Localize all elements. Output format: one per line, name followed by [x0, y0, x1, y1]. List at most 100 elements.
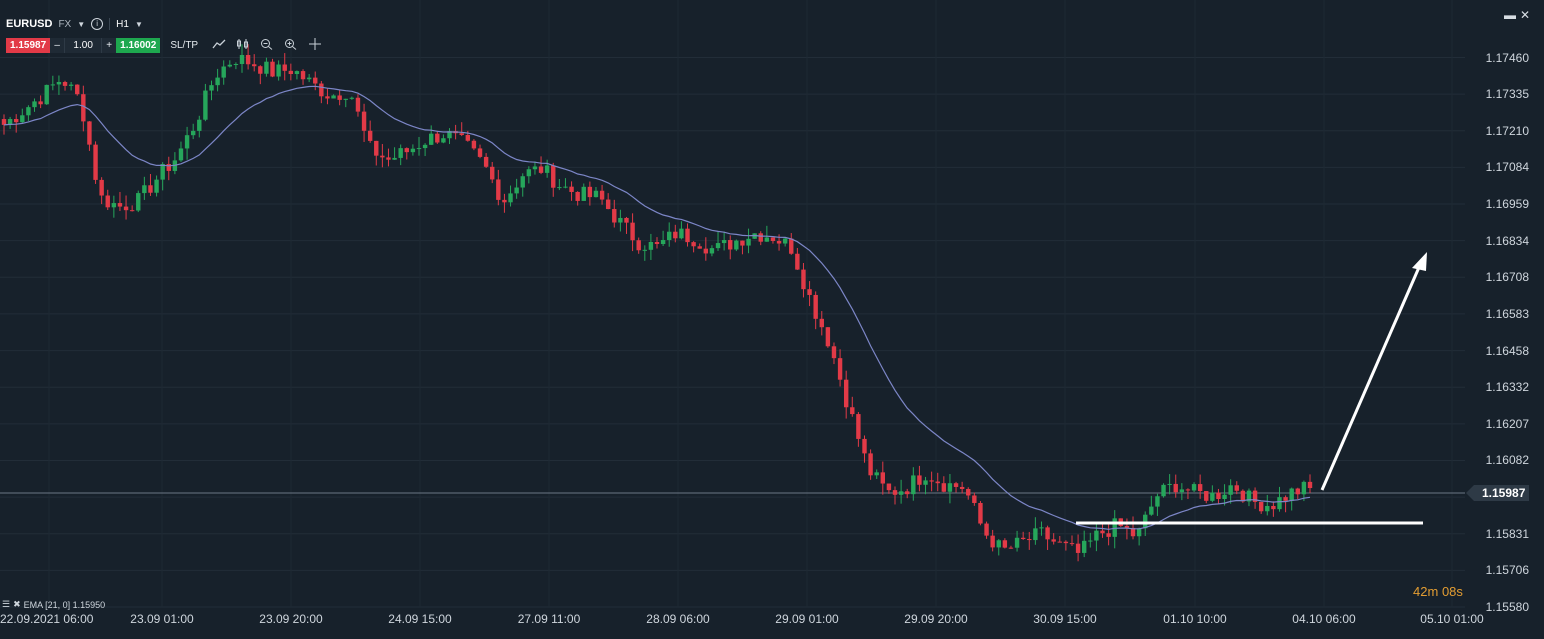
candle-up — [1289, 488, 1294, 501]
candle-up — [1210, 492, 1215, 501]
candle-up — [642, 249, 647, 251]
candle-down — [673, 231, 678, 239]
candle-down — [807, 289, 812, 295]
candle-down — [1045, 527, 1050, 540]
candle-down — [605, 199, 611, 210]
candle-down — [624, 217, 629, 223]
candle-down — [337, 95, 342, 100]
line-chart-icon[interactable] — [212, 38, 226, 53]
candle-down — [1100, 530, 1105, 534]
crosshair-icon[interactable] — [308, 38, 322, 53]
candle-up — [233, 64, 239, 66]
candle-up — [56, 81, 62, 85]
price-axis[interactable]: 1.17460 1.17335 1.17210 1.17084 1.16959 1.168… — [1465, 0, 1544, 639]
candle-down — [728, 240, 733, 250]
increase-quantity-button[interactable]: + — [102, 38, 117, 53]
price-tick-label: 1.16207 — [1485, 416, 1529, 431]
candle-down — [435, 133, 440, 143]
candle-down — [654, 241, 660, 245]
candle-down — [880, 472, 886, 484]
candle-down — [105, 195, 110, 208]
candle-up — [349, 97, 355, 99]
chart-toolbar — [212, 38, 322, 53]
time-axis[interactable]: 22.09.2021 06:00 23.09 01:00 23.09 20:00 24… — [0, 612, 1484, 632]
candle-down — [459, 133, 464, 136]
chevron-down-icon[interactable]: ▼ — [77, 19, 86, 29]
candle-down — [325, 96, 330, 99]
candle-up — [190, 130, 196, 136]
candle-down — [1106, 533, 1111, 537]
sell-button[interactable]: 1.15987 — [6, 38, 51, 53]
candle-up — [709, 248, 715, 254]
close-icon[interactable]: ✕ — [1519, 8, 1530, 22]
candles — [1, 44, 1313, 562]
time-tick-label: 28.09 06:00 — [646, 612, 710, 626]
candle-up — [1094, 530, 1099, 541]
candle-down — [361, 111, 367, 131]
candle-up — [618, 217, 623, 223]
candle-up — [1191, 484, 1197, 491]
remove-indicator-icon[interactable]: ✖ — [13, 599, 21, 609]
candle-up — [679, 228, 684, 239]
candle-down — [14, 119, 19, 123]
chevron-down-icon[interactable]: ▼ — [134, 19, 143, 29]
info-icon[interactable]: i — [91, 18, 104, 30]
candle-up — [1222, 494, 1227, 500]
candle-down — [612, 209, 617, 223]
candle-up — [343, 98, 348, 100]
candle-up — [898, 491, 904, 495]
candle-down — [990, 535, 995, 548]
candle-down — [917, 475, 922, 485]
candle-up — [136, 193, 141, 211]
buy-button[interactable]: 1.16002 — [116, 38, 161, 53]
candle-up — [20, 115, 25, 123]
time-tick-label: 29.09 01:00 — [775, 612, 839, 626]
price-tick-label: 1.16332 — [1485, 380, 1529, 395]
minimize-icon[interactable]: ▬ — [1503, 8, 1516, 22]
candle-up — [667, 231, 672, 241]
candles-icon[interactable] — [236, 38, 250, 53]
grid — [0, 57, 1465, 608]
timeframe-label[interactable]: H1 — [116, 18, 129, 30]
candle-up — [276, 64, 281, 77]
candle-down — [953, 483, 959, 487]
candle-down — [1124, 525, 1130, 528]
candle-up — [508, 193, 513, 203]
candle-up — [1088, 540, 1093, 542]
candle-down — [471, 140, 477, 149]
price-tick-label: 1.16708 — [1485, 270, 1529, 285]
candle-up — [563, 186, 568, 188]
candle-down — [941, 483, 947, 492]
decrease-quantity-button[interactable]: – — [50, 38, 65, 53]
candle-up — [746, 238, 751, 246]
candle-up — [7, 119, 13, 125]
sltp-button[interactable]: SL/TP — [170, 40, 199, 51]
candle-up — [184, 135, 190, 149]
candle-up — [264, 61, 269, 74]
price-tick-label: 1.17210 — [1485, 123, 1529, 138]
candle-up — [178, 148, 184, 161]
candle-down — [1252, 490, 1258, 502]
candle-down — [691, 242, 696, 247]
candle-up — [306, 77, 312, 80]
candle-down — [972, 495, 977, 503]
candle-down — [81, 94, 86, 122]
candle-up — [593, 190, 599, 198]
zoom-out-icon[interactable] — [260, 38, 274, 53]
candle-down — [496, 179, 501, 200]
zoom-in-icon[interactable] — [284, 38, 298, 53]
indicator-legend[interactable]: ☰ ✖ EMA [21, 0] 1.15950 — [2, 599, 105, 610]
candle-down — [1, 119, 7, 125]
candle-down — [465, 135, 471, 141]
symbol-label[interactable]: EURUSD — [6, 18, 53, 30]
candle-down — [630, 222, 635, 241]
candle-up — [239, 55, 245, 65]
candle-down — [282, 64, 287, 71]
candle-up — [1149, 506, 1154, 515]
settings-icon[interactable]: ☰ — [2, 599, 11, 609]
quantity-input[interactable]: 1.00 — [64, 38, 103, 53]
candle-up — [447, 131, 452, 139]
candle-down — [1295, 488, 1300, 495]
time-tick-label: 30.09 15:00 — [1033, 612, 1097, 626]
